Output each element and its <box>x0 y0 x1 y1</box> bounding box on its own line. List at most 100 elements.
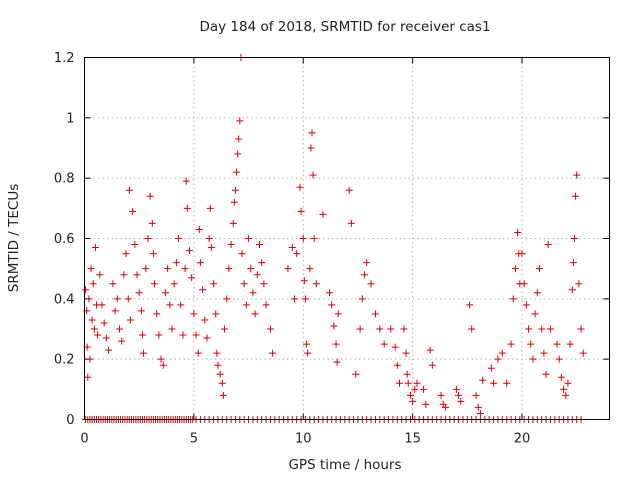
data-point <box>238 250 246 258</box>
data-point <box>557 373 565 381</box>
x-tick-label: 10 <box>295 432 312 447</box>
y-tick-label: 0.6 <box>54 232 75 247</box>
data-point <box>102 334 110 342</box>
data-point <box>498 349 506 357</box>
data-point <box>571 235 578 242</box>
data-point <box>168 325 176 333</box>
data-point <box>330 322 338 330</box>
data-point <box>288 244 296 252</box>
data-point <box>536 265 543 273</box>
data-point <box>194 349 202 357</box>
data-point <box>182 177 190 185</box>
data-point <box>376 325 384 333</box>
data-point <box>181 265 189 273</box>
data-point <box>297 207 305 215</box>
data-points <box>82 54 587 423</box>
data-point <box>148 219 156 227</box>
data-point <box>166 301 174 309</box>
data-point <box>452 385 460 393</box>
data-point <box>177 301 185 309</box>
data-point <box>98 301 106 309</box>
x-tick-label: 5 <box>190 432 198 447</box>
data-point <box>356 325 364 333</box>
data-point <box>253 271 261 279</box>
data-point <box>358 295 366 303</box>
data-point <box>413 379 421 387</box>
data-point <box>235 135 243 143</box>
data-point <box>161 289 169 297</box>
data-point <box>199 286 207 294</box>
data-point <box>190 310 198 318</box>
data-point <box>269 349 277 357</box>
data-point <box>183 204 191 212</box>
x-tick-label: 0 <box>80 432 88 447</box>
data-point <box>188 274 196 282</box>
data-point <box>266 325 274 333</box>
data-point <box>175 235 183 242</box>
data-point <box>94 331 102 339</box>
y-tick-label: 0.4 <box>54 292 75 307</box>
data-point <box>214 361 222 369</box>
data-point <box>144 235 152 242</box>
data-point <box>138 331 146 339</box>
data-point <box>566 340 574 348</box>
data-point <box>291 295 298 303</box>
data-point <box>476 409 484 417</box>
data-point <box>441 403 449 411</box>
data-point <box>192 331 200 339</box>
data-point <box>206 204 214 212</box>
data-point <box>494 355 502 363</box>
data-point <box>205 235 213 242</box>
data-point <box>542 370 550 378</box>
data-point <box>113 295 121 303</box>
data-point <box>155 331 163 339</box>
data-point <box>555 355 563 363</box>
data-point <box>213 349 221 357</box>
data-point <box>306 265 314 273</box>
data-point <box>361 271 368 279</box>
data-point <box>207 244 215 252</box>
data-point <box>146 192 154 200</box>
data-point <box>514 228 522 236</box>
data-point <box>455 391 463 399</box>
y-tick-label: 1 <box>66 111 74 126</box>
data-point <box>573 171 581 179</box>
data-point <box>420 385 428 393</box>
data-point <box>411 385 419 393</box>
data-point <box>124 295 132 303</box>
data-point <box>396 379 403 387</box>
data-point <box>347 219 355 227</box>
data-point <box>120 271 128 279</box>
data-point <box>82 286 90 294</box>
plot-frame <box>84 57 610 420</box>
data-point <box>490 379 498 387</box>
x-tick-label: 15 <box>404 432 421 447</box>
data-point <box>149 250 157 258</box>
data-point <box>371 310 379 318</box>
data-point <box>391 343 399 351</box>
data-point <box>363 259 371 267</box>
data-point <box>89 280 97 288</box>
data-point <box>428 361 436 369</box>
data-point <box>126 316 134 324</box>
data-point <box>90 325 98 333</box>
data-point <box>303 340 311 348</box>
data-point <box>87 265 95 273</box>
data-point <box>179 331 187 339</box>
data-point <box>170 280 178 288</box>
data-point <box>299 235 307 242</box>
data-point <box>234 150 242 158</box>
data-point <box>251 310 259 318</box>
tick-labels: 0 0.2 0.4 0.6 0.8 1 1.2 0 5 10 15 20 <box>54 51 530 447</box>
data-point <box>529 355 537 363</box>
data-point <box>216 370 224 378</box>
data-point <box>404 379 412 387</box>
data-point <box>225 265 233 273</box>
data-point <box>233 168 241 176</box>
y-tick-label: 0.2 <box>54 353 75 368</box>
data-point <box>307 144 315 152</box>
data-point <box>437 391 445 399</box>
data-point <box>111 307 119 315</box>
data-point <box>229 219 237 227</box>
